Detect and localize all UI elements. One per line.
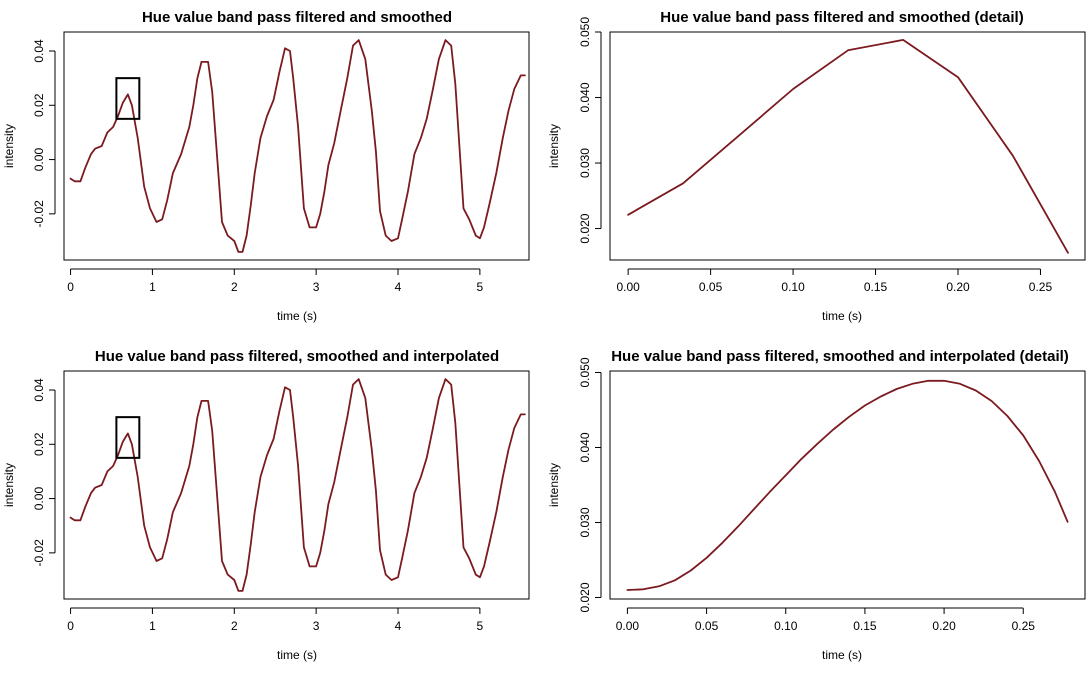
x-tick-label: 0.25 xyxy=(1012,619,1036,633)
y-axis-label: intensity xyxy=(2,124,16,168)
y-tick-label: 0.00 xyxy=(32,487,46,511)
x-axis-label: time (s) xyxy=(277,309,317,323)
plot-area xyxy=(69,378,526,592)
y-tick-label: 0.030 xyxy=(578,148,592,178)
y-tick-label: 0.040 xyxy=(578,432,592,462)
series-line xyxy=(627,39,1069,254)
series-line xyxy=(69,39,526,253)
x-axis: 0 1 2 3 4 5 xyxy=(67,268,484,294)
x-tick-label: 4 xyxy=(395,280,402,294)
chart-panel-full-smoothed: Hue value band pass filtered and smoothe… xyxy=(2,9,530,323)
x-axis-label: time (s) xyxy=(822,309,862,323)
plot-frame xyxy=(63,370,530,600)
y-tick-label: 0.050 xyxy=(578,17,592,47)
y-axis-label: intensity xyxy=(547,124,561,168)
x-tick-label: 0.00 xyxy=(616,619,640,633)
plot-frame xyxy=(609,31,1086,261)
plot-area xyxy=(69,39,526,253)
x-tick-label: 0.15 xyxy=(853,619,877,633)
x-tick-label: 0 xyxy=(67,619,74,633)
x-tick-label: 0.25 xyxy=(1029,280,1053,294)
x-tick-label: 5 xyxy=(477,619,484,633)
y-tick-label: 0.030 xyxy=(578,507,592,537)
chart-title: Hue value band pass filtered, smoothed a… xyxy=(95,348,499,365)
x-tick-label: 3 xyxy=(313,280,320,294)
y-tick-label: 0.00 xyxy=(32,148,46,172)
x-axis-label: time (s) xyxy=(822,648,862,662)
chart-title: Hue value band pass filtered, smoothed a… xyxy=(611,348,1069,365)
y-tick-label: 0.02 xyxy=(32,432,46,456)
x-tick-label: 0.00 xyxy=(616,280,640,294)
chart-title: Hue value band pass filtered and smoothe… xyxy=(660,9,1023,26)
x-tick-label: 2 xyxy=(231,619,238,633)
y-tick-label: 0.02 xyxy=(32,93,46,117)
y-tick-label: 0.050 xyxy=(578,357,592,387)
y-tick-label: 0.040 xyxy=(578,82,592,112)
x-tick-label: 0.10 xyxy=(781,280,805,294)
x-tick-label: 0.15 xyxy=(864,280,888,294)
y-axis: -0.02 0.00 0.02 0.04 xyxy=(32,39,56,228)
y-tick-label: 0.04 xyxy=(32,39,46,63)
chart-panel-detail-smoothed: Hue value band pass filtered and smoothe… xyxy=(547,9,1086,323)
y-axis: 0.020 0.030 0.040 0.050 xyxy=(578,357,602,613)
plot-frame xyxy=(63,31,530,261)
y-tick-label: -0.02 xyxy=(32,539,46,567)
y-tick-label: -0.02 xyxy=(32,200,46,228)
x-tick-label: 0.05 xyxy=(695,619,719,633)
x-tick-label: 0.05 xyxy=(699,280,723,294)
x-tick-label: 1 xyxy=(149,280,156,294)
detail-window-box xyxy=(115,77,141,120)
x-tick-label: 0.20 xyxy=(946,280,970,294)
y-tick-label: 0.020 xyxy=(578,213,592,243)
detail-window-box xyxy=(115,416,141,459)
x-axis: 0 1 2 3 4 5 xyxy=(67,607,484,633)
x-axis-label: time (s) xyxy=(277,648,317,662)
y-axis: 0.020 0.030 0.040 0.050 xyxy=(578,17,602,244)
x-tick-label: 4 xyxy=(395,619,402,633)
series-line xyxy=(69,378,526,592)
chart-panel-full-interpolated: Hue value band pass filtered, smoothed a… xyxy=(2,348,530,662)
y-axis-label: intensity xyxy=(2,463,16,507)
plot-area xyxy=(626,379,1069,591)
x-tick-label: 1 xyxy=(149,619,156,633)
x-axis: 0.00 0.05 0.10 0.15 0.20 0.25 xyxy=(616,268,1053,294)
x-tick-label: 0 xyxy=(67,280,74,294)
x-tick-label: 5 xyxy=(477,280,484,294)
chart-title: Hue value band pass filtered and smoothe… xyxy=(142,9,452,26)
x-axis: 0.00 0.05 0.10 0.15 0.20 0.25 xyxy=(616,607,1036,633)
series-line xyxy=(626,379,1069,591)
x-tick-label: 3 xyxy=(313,619,320,633)
plot-area xyxy=(627,39,1069,254)
y-axis-label: intensity xyxy=(547,463,561,507)
x-tick-label: 0.10 xyxy=(774,619,798,633)
y-tick-label: 0.020 xyxy=(578,582,592,612)
plot-frame xyxy=(609,370,1086,600)
x-tick-label: 2 xyxy=(231,280,238,294)
y-tick-label: 0.04 xyxy=(32,378,46,402)
chart-panel-detail-interpolated: Hue value band pass filtered, smoothed a… xyxy=(547,348,1086,662)
y-axis: -0.02 0.00 0.02 0.04 xyxy=(32,378,56,567)
x-tick-label: 0.20 xyxy=(932,619,956,633)
